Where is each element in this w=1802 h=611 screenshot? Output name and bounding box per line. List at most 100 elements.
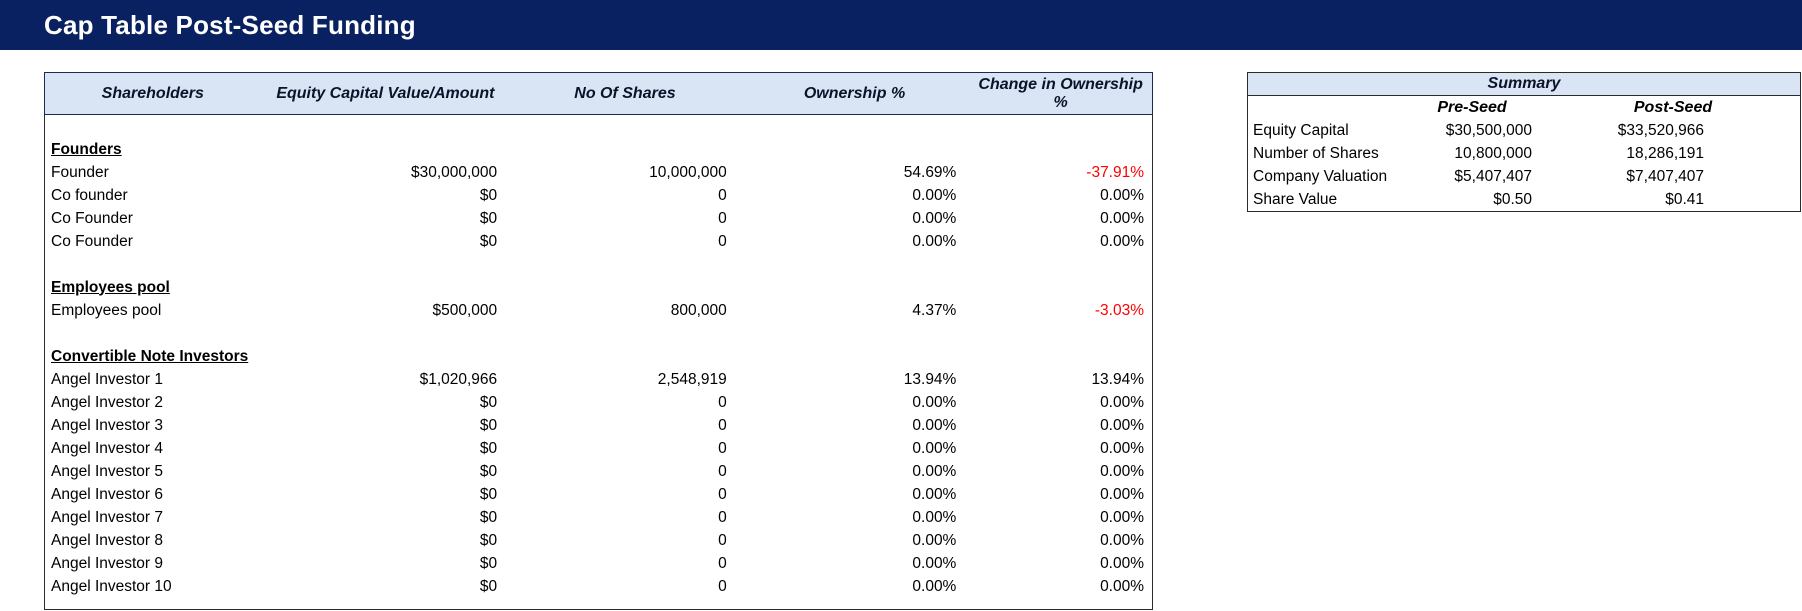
change-cell[interactable]: 13.94% <box>1091 370 1145 388</box>
ownership-cell[interactable]: 0.00% <box>912 531 957 549</box>
shareholder-cell[interactable]: Employees pool <box>51 301 162 319</box>
summary-pre-seed-value[interactable]: $5,407,407 <box>1454 167 1532 185</box>
shareholder-cell[interactable]: Co Founder <box>51 232 133 250</box>
ownership-cell[interactable]: 0.00% <box>912 439 957 457</box>
shareholder-cell[interactable]: Angel Investor 1 <box>51 370 164 388</box>
summary-pre-seed-value[interactable]: 10,800,000 <box>1454 144 1532 162</box>
shares-cell[interactable]: 0 <box>718 554 727 572</box>
summary-post-seed-value[interactable]: 18,286,191 <box>1626 144 1704 162</box>
change-cell[interactable]: 0.00% <box>1100 186 1145 204</box>
change-cell[interactable]: 0.00% <box>1100 439 1145 457</box>
equity-cell[interactable]: $0 <box>479 531 498 549</box>
ownership-cell[interactable]: 0.00% <box>912 485 957 503</box>
change-cell[interactable]: 0.00% <box>1100 485 1145 503</box>
change-cell[interactable]: -3.03% <box>1094 301 1145 319</box>
shareholder-cell[interactable]: Angel Investor 2 <box>51 393 164 411</box>
shares-cell[interactable]: 0 <box>718 393 727 411</box>
change-cell[interactable]: -37.91% <box>1086 163 1145 181</box>
blank-row <box>45 253 1152 276</box>
table-row: Angel Investor 8 $0 0 0.00% 0.00% <box>45 529 1152 552</box>
shareholder-cell[interactable]: Founder <box>51 163 109 181</box>
equity-cell[interactable]: $0 <box>479 485 498 503</box>
change-cell[interactable]: 0.00% <box>1100 393 1145 411</box>
shares-cell[interactable]: 0 <box>718 209 727 227</box>
ownership-cell[interactable]: 0.00% <box>912 462 957 480</box>
shares-cell[interactable]: 0 <box>718 232 727 250</box>
summary-post-seed-value[interactable]: $7,407,407 <box>1626 167 1704 185</box>
ownership-cell[interactable]: 0.00% <box>912 577 957 595</box>
summary-label[interactable]: Share Value <box>1253 190 1338 208</box>
shareholder-cell[interactable]: Angel Investor 8 <box>51 531 164 549</box>
shareholder-cell[interactable]: Co Founder <box>51 209 133 227</box>
shares-cell[interactable]: 0 <box>718 508 727 526</box>
equity-cell[interactable]: $0 <box>479 186 498 204</box>
shares-cell[interactable]: 0 <box>718 485 727 503</box>
ownership-cell[interactable]: 0.00% <box>912 209 957 227</box>
summary-header-pre-seed[interactable]: Pre-Seed <box>1437 98 1507 116</box>
change-cell[interactable]: 0.00% <box>1100 531 1145 549</box>
summary-label[interactable]: Company Valuation <box>1253 167 1388 185</box>
summary-post-seed-value[interactable]: $0.41 <box>1665 190 1704 208</box>
equity-cell[interactable]: $0 <box>479 439 498 457</box>
shareholder-cell[interactable]: Angel Investor 9 <box>51 554 164 572</box>
shareholder-cell[interactable]: Angel Investor 7 <box>51 508 164 526</box>
shareholder-cell[interactable]: Founders <box>51 140 122 158</box>
shareholder-cell[interactable]: Angel Investor 3 <box>51 416 164 434</box>
change-cell[interactable]: 0.00% <box>1100 508 1145 526</box>
change-cell[interactable]: 0.00% <box>1100 209 1145 227</box>
ownership-cell[interactable]: 0.00% <box>912 554 957 572</box>
shares-cell[interactable]: 0 <box>718 531 727 549</box>
equity-cell[interactable]: $0 <box>479 554 498 572</box>
shareholder-cell[interactable]: Convertible Note Investors <box>51 347 249 365</box>
equity-cell[interactable]: $0 <box>479 577 498 595</box>
ownership-cell[interactable]: 0.00% <box>912 416 957 434</box>
summary-label[interactable]: Number of Shares <box>1253 144 1379 162</box>
column-header-ownership[interactable]: Ownership % <box>803 84 906 102</box>
ownership-cell[interactable]: 54.69% <box>903 163 957 181</box>
ownership-cell[interactable]: 0.00% <box>912 393 957 411</box>
change-cell[interactable]: 0.00% <box>1100 554 1145 572</box>
change-cell[interactable]: 0.00% <box>1100 232 1145 250</box>
change-cell[interactable]: 0.00% <box>1100 462 1145 480</box>
summary-pre-seed-value[interactable]: $30,500,000 <box>1445 121 1532 139</box>
summary-header-post-seed[interactable]: Post-Seed <box>1633 98 1713 116</box>
shareholder-cell[interactable]: Angel Investor 4 <box>51 439 164 457</box>
ownership-cell[interactable]: 4.37% <box>912 301 957 319</box>
ownership-cell[interactable]: 0.00% <box>912 186 957 204</box>
shares-cell[interactable]: 0 <box>718 416 727 434</box>
shares-cell[interactable]: 800,000 <box>670 301 727 319</box>
equity-cell[interactable]: $30,000,000 <box>410 163 498 181</box>
shares-cell[interactable]: 0 <box>718 439 727 457</box>
shareholder-cell[interactable]: Angel Investor 5 <box>51 462 164 480</box>
ownership-cell[interactable]: 0.00% <box>912 232 957 250</box>
ownership-cell[interactable]: 13.94% <box>903 370 957 388</box>
equity-cell[interactable]: $0 <box>479 209 498 227</box>
equity-cell[interactable]: $1,020,966 <box>419 370 498 388</box>
shares-cell[interactable]: 0 <box>718 462 727 480</box>
shares-cell[interactable]: 10,000,000 <box>649 163 727 181</box>
change-cell[interactable]: 0.00% <box>1100 577 1145 595</box>
column-header-shareholders[interactable]: Shareholders <box>101 84 204 102</box>
column-header-equity[interactable]: Equity Capital Value/Amount <box>276 84 495 102</box>
equity-cell[interactable]: $0 <box>479 232 498 250</box>
column-header-change[interactable]: Change in Ownership % <box>978 75 1143 111</box>
shareholder-cell[interactable]: Angel Investor 10 <box>51 577 172 595</box>
shareholder-cell[interactable]: Co founder <box>51 186 128 204</box>
shares-cell[interactable]: 0 <box>718 577 727 595</box>
equity-cell[interactable]: $0 <box>479 508 498 526</box>
summary-pre-seed-value[interactable]: $0.50 <box>1493 190 1532 208</box>
change-cell[interactable]: 0.00% <box>1100 416 1145 434</box>
ownership-cell[interactable]: 0.00% <box>912 508 957 526</box>
shares-cell[interactable]: 0 <box>718 186 727 204</box>
equity-cell[interactable]: $0 <box>479 393 498 411</box>
shareholder-cell[interactable]: Angel Investor 6 <box>51 485 164 503</box>
column-header-shares[interactable]: No Of Shares <box>574 84 676 102</box>
summary-row-company-valuation: Company Valuation $5,407,407 $7,407,407 <box>1248 165 1800 188</box>
equity-cell[interactable]: $0 <box>479 462 498 480</box>
shares-cell[interactable]: 2,548,919 <box>657 370 727 388</box>
summary-label[interactable]: Equity Capital <box>1253 121 1349 139</box>
equity-cell[interactable]: $500,000 <box>432 301 498 319</box>
equity-cell[interactable]: $0 <box>479 416 498 434</box>
summary-post-seed-value[interactable]: $33,520,966 <box>1617 121 1704 139</box>
shareholder-cell[interactable]: Employees pool <box>51 278 170 296</box>
